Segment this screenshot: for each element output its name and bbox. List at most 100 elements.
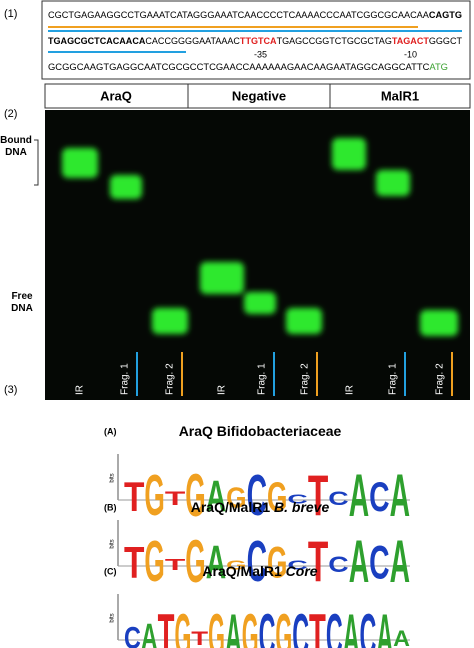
band: [332, 138, 366, 170]
logo-letter: T: [165, 488, 186, 509]
logo-letter: G: [185, 527, 205, 595]
logo-title-part: AraQ/MalR1: [202, 563, 282, 579]
logo-letter: C: [287, 558, 307, 572]
lane-label: Frag. 2: [165, 363, 176, 395]
logo-letter: A: [225, 601, 242, 648]
logo-letter: T: [308, 530, 328, 594]
logo-title: AraQ Bifidobacteriaceae: [179, 423, 342, 439]
seq: CGCTGAGAAGGCCTGAAATCATAGGGAAATCAACCCCTCA…: [48, 10, 429, 20]
group-label: AraQ: [100, 88, 132, 103]
band: [244, 292, 276, 314]
logo-title: AraQ/MalR1 B. breve: [191, 499, 330, 515]
bound-label-text: Bound DNA: [0, 135, 32, 158]
logo-letter: A: [349, 527, 369, 595]
band: [286, 308, 322, 334]
logo-letter: A: [390, 527, 410, 595]
logo-letter: G: [185, 461, 205, 529]
seq: GGGCT: [429, 36, 463, 46]
logo-letter: T: [309, 601, 326, 648]
panel-label: (2): [4, 108, 17, 120]
logo-title-part: AraQ Bifidobacteriaceae: [179, 423, 342, 439]
logo-letter: A: [206, 473, 226, 522]
seq: CACCGGGGAATAAAC: [145, 36, 240, 46]
logo-title-part: AraQ/MalR1: [191, 499, 271, 515]
seq: GCGGCAAGTGAGGCAATCGCGCCTCGAACCAAAAAAGAAC…: [48, 62, 430, 72]
seq-box: TGAGCGCTCACAACA: [48, 36, 146, 46]
logo-tag: (C): [104, 566, 117, 576]
logo-tag: (B): [104, 502, 117, 512]
logo-letter: T: [191, 628, 208, 648]
lane-label: Frag. 1: [388, 363, 399, 395]
band: [376, 170, 410, 196]
logo-letter: A: [343, 601, 360, 648]
logo-letter: A: [206, 536, 226, 589]
promoter-mark: -10: [404, 49, 417, 59]
band: [62, 148, 98, 178]
logo-title-part: Core: [282, 563, 318, 579]
lane-label: Frag. 2: [300, 363, 311, 395]
logo-letter: G: [267, 539, 287, 588]
logo-letter: G: [144, 464, 164, 528]
seq-minus10: TAGACT: [392, 36, 429, 46]
sequence-box: [41, 0, 471, 80]
sequence-line: TGAGCGCTCACAACACACCGGGGAATAAACTTGTCATGAG…: [48, 36, 463, 46]
band: [200, 262, 244, 294]
bracket: [34, 139, 39, 186]
seq-start: ATG: [429, 62, 448, 72]
logo-letter: C: [247, 464, 267, 528]
logo-letter: C: [328, 553, 348, 577]
logo-letter: C: [292, 601, 309, 648]
logo-letter: A: [349, 461, 369, 529]
lane-label: IR: [345, 385, 356, 395]
logo-axis: bits: [110, 613, 116, 622]
bands: [62, 138, 458, 336]
logo-letter: C: [326, 601, 343, 648]
band: [152, 308, 188, 334]
logo-letter: T: [165, 556, 185, 574]
logo-letter: G: [275, 601, 292, 648]
logo-title-part: B. breve: [270, 499, 329, 515]
logo-title: AraQ/MalR1 Core: [202, 563, 317, 579]
sequence-line: CGCTGAGAAGGCCTGAAATCATAGGGAAATCAACCCCTCA…: [48, 10, 462, 20]
gel-header: [44, 83, 471, 109]
logo-letter: C: [124, 620, 141, 648]
band: [420, 310, 458, 336]
logo-letter: C: [369, 536, 389, 589]
panel-label: (3): [4, 384, 17, 396]
logo-letter: C: [328, 488, 348, 509]
logo-panel: [80, 418, 425, 646]
panel-label: (1): [4, 8, 17, 20]
logo-letter: G: [144, 530, 164, 594]
logo-letter: T: [124, 539, 144, 588]
lane-label: Frag. 1: [120, 363, 131, 395]
logo-letter: C: [287, 492, 307, 506]
logo-letter: A: [141, 616, 158, 648]
promoter-mark: -35: [254, 49, 267, 59]
logo-letter: A: [376, 601, 393, 648]
logo-letter: A: [390, 461, 410, 529]
group-label: Negative: [232, 88, 286, 103]
lane-labels: IR Frag. 1 Frag. 2 IR Frag. 1 Frag. 2 IR Frag. …: [75, 352, 453, 396]
bound-label: Bound DNA: [0, 135, 32, 158]
sequence-line: GCGGCAAGTGAGGCAATCGCGCCTCGAACCAAAAAAGAAC…: [48, 62, 448, 72]
lane-label: Frag. 2: [435, 363, 446, 395]
logo-letter: C: [247, 530, 267, 594]
gel: [45, 110, 470, 400]
logo-letter: G: [242, 601, 259, 648]
logo-axis: bits: [110, 473, 116, 482]
logo-letter: G: [174, 601, 191, 648]
seq-box: CAGTG: [429, 10, 462, 20]
logo-letter: G: [267, 474, 287, 520]
logo-letter: T: [158, 601, 175, 648]
logo-letter: C: [360, 601, 377, 648]
seq: TGAGCCGGTCTGCGCTAG: [277, 36, 392, 46]
lane-label: IR: [217, 385, 228, 395]
logo-letter: G: [208, 601, 225, 648]
logo-axis: bits: [110, 539, 116, 548]
lane-label: IR: [75, 385, 86, 395]
logo-letter: G: [226, 483, 246, 514]
logo-letter: T: [308, 464, 328, 528]
